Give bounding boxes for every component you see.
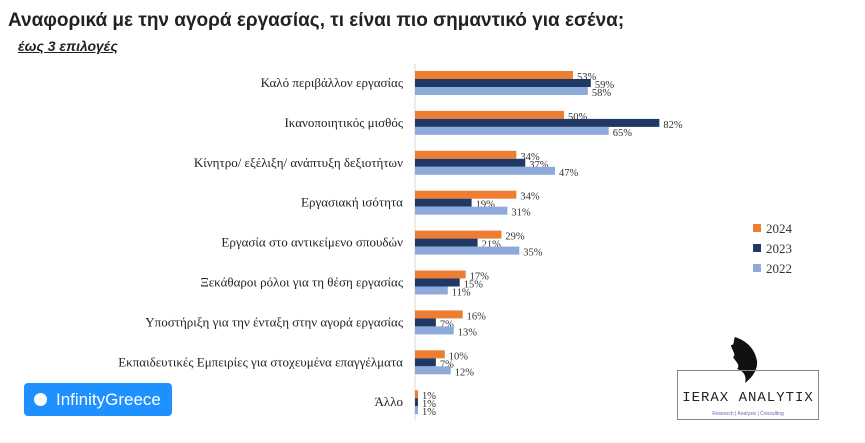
legend-label: 2023 xyxy=(766,241,792,256)
data-label: 1% xyxy=(422,391,436,402)
ierax-analytix-logo: IERAX ANALYTIX Research | Analysis | Con… xyxy=(677,370,819,420)
data-label: 58% xyxy=(592,88,612,99)
legend-label: 2024 xyxy=(766,221,793,236)
bar-2024 xyxy=(415,230,502,239)
bar-2022 xyxy=(415,87,588,95)
category-label: Εκπαιδευτικές Εμπειρίες για στοχευμένα ε… xyxy=(118,354,403,369)
data-label: 1% xyxy=(422,407,436,418)
bar-2023 xyxy=(415,238,478,247)
hawk-wing-icon xyxy=(731,337,758,383)
data-label: 35% xyxy=(523,248,543,259)
legend-swatch-2022 xyxy=(753,264,761,272)
data-label: 34% xyxy=(520,192,540,203)
category-label: Εργασιακή ισότητα xyxy=(301,195,403,210)
data-label: 31% xyxy=(511,208,531,219)
data-label: 15% xyxy=(464,280,484,291)
data-label: 11% xyxy=(452,288,471,299)
data-label: 34% xyxy=(520,152,540,163)
bar-2022 xyxy=(415,246,520,255)
data-label: 10% xyxy=(449,351,469,362)
bar-2023 xyxy=(415,278,460,287)
category-label: Ικανοποιητικός μισθός xyxy=(284,115,403,130)
bar-2023 xyxy=(415,358,436,367)
data-label: 13% xyxy=(458,327,478,338)
bar-2022 xyxy=(415,166,556,175)
bar-2022 xyxy=(415,126,609,135)
legend-swatch-2023 xyxy=(753,244,761,252)
ierax-tagline: Research | Analysis | Consulting xyxy=(712,411,784,417)
data-label: 17% xyxy=(470,272,490,283)
data-label: 65% xyxy=(613,128,633,139)
category-label: Κίνητρο/ εξέλιξη/ ανάπτυξη δεξιοτήτων xyxy=(194,155,403,170)
bar-2024 xyxy=(415,190,517,199)
bar-2024 xyxy=(415,150,517,159)
category-label: Υποστήριξη για την ένταξη στην αγορά εργ… xyxy=(145,314,404,329)
data-label: 47% xyxy=(559,168,579,179)
category-label: Άλλο xyxy=(375,394,404,409)
data-label: 1% xyxy=(422,399,436,410)
bar-2022 xyxy=(415,286,448,295)
bar-2024 xyxy=(415,270,466,279)
category-label: Καλό περιβάλλον εργασίας xyxy=(261,75,404,90)
bar-2023 xyxy=(415,398,418,407)
bar-2023 xyxy=(415,198,472,207)
data-label: 21% xyxy=(482,240,502,251)
bar-2023 xyxy=(415,118,660,127)
legend-label: 2022 xyxy=(766,261,792,276)
logo-dot-icon xyxy=(34,393,47,406)
data-label: 19% xyxy=(476,200,496,211)
data-label: 50% xyxy=(568,112,588,123)
data-label: 7% xyxy=(440,359,454,370)
bar-2024 xyxy=(415,310,463,319)
legend-swatch-2024 xyxy=(753,224,761,232)
chart-subtitle: έως 3 επιλογές xyxy=(18,38,118,54)
ierax-logo-text: IERAX ANALYTIX xyxy=(682,390,814,406)
bar-2024 xyxy=(415,71,573,79)
data-label: 59% xyxy=(595,80,615,91)
data-label: 16% xyxy=(467,311,487,322)
category-label: Ξεκάθαροι ρόλοι για τη θέση εργασίας xyxy=(200,275,404,290)
bar-2022 xyxy=(415,406,418,415)
bar-2022 xyxy=(415,326,454,335)
data-label: 82% xyxy=(663,120,683,131)
bar-2023 xyxy=(415,79,591,87)
bar-2024 xyxy=(415,390,418,399)
infinitygreece-logo: InfinityGreece xyxy=(24,383,172,416)
bar-2024 xyxy=(415,350,445,359)
data-label: 12% xyxy=(455,367,475,378)
bar-2023 xyxy=(415,318,436,327)
infinitygreece-logo-text: InfinityGreece xyxy=(56,389,161,409)
bar-2022 xyxy=(415,366,451,375)
data-label: 29% xyxy=(505,232,525,243)
chart-title: Αναφορικά με την αγορά εργασίας, τι είνα… xyxy=(8,10,625,31)
data-label: 37% xyxy=(529,160,549,171)
data-label: 7% xyxy=(440,319,454,330)
category-label: Εργασία στο αντικείμενο σπουδών xyxy=(221,235,403,250)
bar-2024 xyxy=(415,110,564,119)
data-label: 53% xyxy=(577,72,597,83)
bar-2023 xyxy=(415,158,526,167)
bar-2022 xyxy=(415,206,508,215)
